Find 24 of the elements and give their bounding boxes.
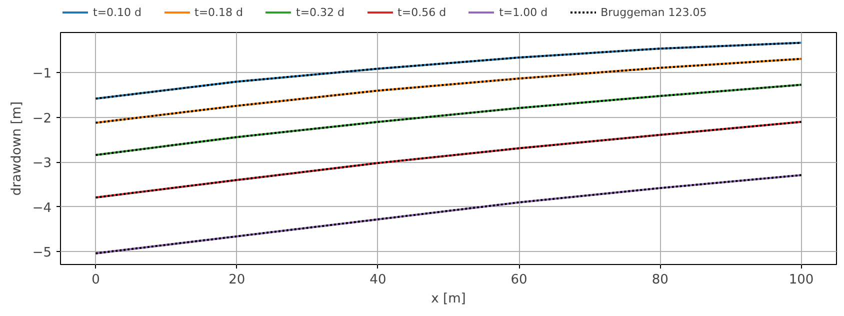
x-axis-title: x [m] [431, 292, 466, 306]
x-tick-label: 40 [370, 272, 386, 288]
x-tick-label: 0 [92, 272, 100, 288]
y-tick-label: −3 [32, 156, 52, 172]
y-tick-label: −1 [32, 66, 52, 82]
legend-label: Bruggeman 123.05 [600, 6, 707, 18]
line-series [94, 120, 802, 198]
x-tick-label: 60 [510, 272, 528, 288]
legend-label: t=0.56 d [398, 6, 446, 18]
legend-label: t=1.00 d [499, 6, 548, 18]
x-tick-label: 20 [228, 272, 246, 288]
line-series [94, 84, 802, 156]
y-tick-label: −4 [32, 200, 52, 216]
legend-label: t=0.32 d [296, 6, 345, 18]
x-tick-label: 100 [788, 272, 814, 288]
legend-label: t=0.18 d [194, 6, 244, 18]
x-tick-label: 80 [652, 272, 668, 288]
y-tick-label: −5 [32, 246, 52, 261]
line-series [94, 42, 802, 100]
line-series [94, 58, 802, 124]
y-axis-title: drawdown [m] [9, 101, 24, 196]
legend-label: t=0.10 d [93, 6, 142, 18]
y-tick-label: −2 [32, 111, 52, 126]
line-series [94, 174, 802, 254]
